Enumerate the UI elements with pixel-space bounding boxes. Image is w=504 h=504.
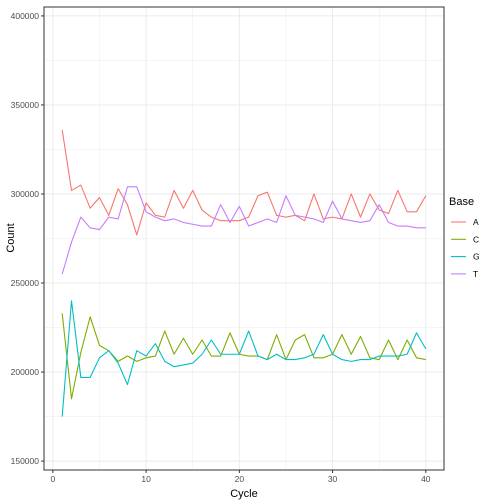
- legend-label-G: G: [473, 252, 480, 262]
- x-tick-label: 30: [328, 474, 338, 484]
- x-tick-label: 0: [50, 474, 55, 484]
- y-axis-title: Count: [5, 223, 17, 252]
- legend-label-T: T: [473, 269, 478, 279]
- series-line-G: [61, 300, 427, 417]
- x-tick-label: 10: [141, 474, 151, 484]
- series-line-T: [61, 186, 426, 275]
- y-tick-label: 400000: [11, 11, 40, 21]
- y-tick-label: 350000: [11, 100, 40, 110]
- grid-minor: [44, 7, 444, 470]
- legend-label-A: A: [473, 217, 479, 227]
- x-tick-label: 20: [235, 474, 245, 484]
- x-axis-title: Cycle: [230, 488, 258, 500]
- series-lines: [61, 129, 427, 417]
- x-axis: 0 10 20 30 40: [50, 470, 431, 484]
- y-axis: 150000 200000 250000 300000 350000 400000: [11, 11, 44, 466]
- series-line-C: [61, 313, 426, 400]
- grid-major: [44, 7, 444, 470]
- y-tick-label: 250000: [11, 278, 40, 288]
- legend-label-C: C: [473, 234, 479, 244]
- y-tick-label: 150000: [11, 456, 40, 466]
- legend-title: Base: [449, 196, 474, 208]
- y-tick-label: 200000: [11, 367, 40, 377]
- series-line-A: [61, 129, 427, 236]
- x-tick-label: 40: [421, 474, 431, 484]
- y-tick-label: 300000: [11, 189, 40, 199]
- plot-border: [43, 6, 445, 471]
